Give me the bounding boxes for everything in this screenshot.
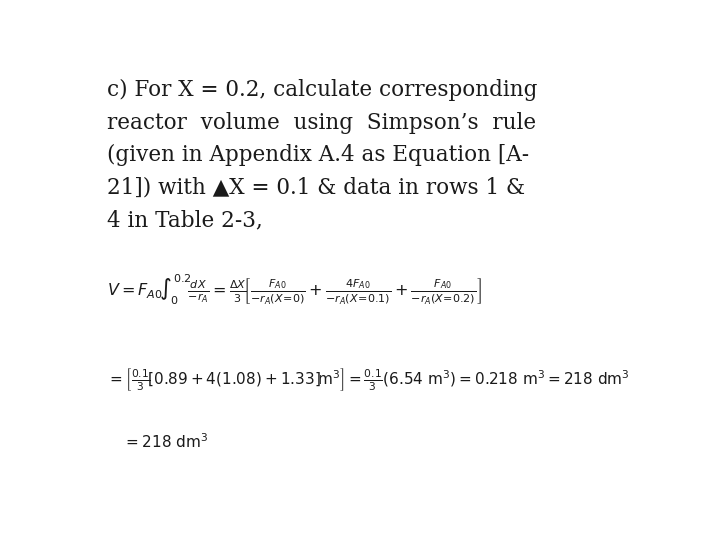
Text: reactor  volume  using  Simpson’s  rule: reactor volume using Simpson’s rule	[107, 112, 536, 134]
Text: $= 218\ \mathrm{dm}^3$: $= 218\ \mathrm{dm}^3$	[124, 433, 209, 451]
Text: (given in Appendix A.4 as Equation [A-: (given in Appendix A.4 as Equation [A-	[107, 144, 529, 166]
Text: 21]) with ▲X = 0.1 & data in rows 1 &: 21]) with ▲X = 0.1 & data in rows 1 &	[107, 177, 525, 199]
Text: 4 in Table 2-3,: 4 in Table 2-3,	[107, 209, 263, 231]
Text: c) For X = 0.2, calculate corresponding: c) For X = 0.2, calculate corresponding	[107, 79, 537, 102]
Text: $= \left[\frac{0.1}{3}\!\left[0.89 + 4(1.08) + 1.33\right]\!\mathrm{m}^3\right]=: $= \left[\frac{0.1}{3}\!\left[0.89 + 4(1…	[107, 366, 629, 393]
Text: $V = F_{A0}\!\int_0^{0.2}\!\frac{dX}{-r_A} = \frac{\Delta X}{3}\!\left[\frac{F_{: $V = F_{A0}\!\int_0^{0.2}\!\frac{dX}{-r_…	[107, 273, 482, 307]
